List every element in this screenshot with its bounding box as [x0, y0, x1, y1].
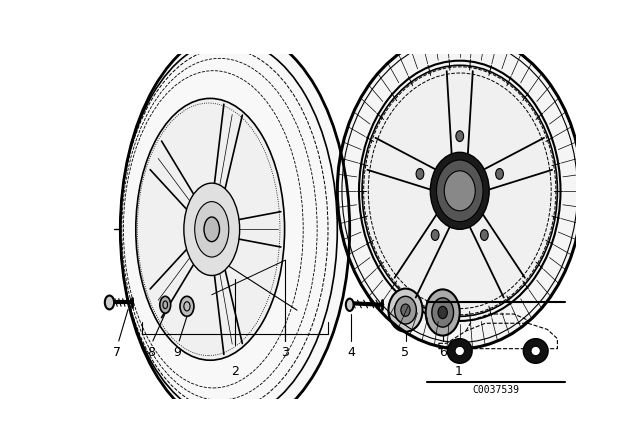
Ellipse shape	[456, 131, 463, 142]
Ellipse shape	[416, 168, 424, 179]
Text: 3: 3	[282, 345, 289, 358]
Ellipse shape	[160, 296, 171, 313]
Ellipse shape	[431, 230, 439, 241]
Text: 7: 7	[113, 345, 121, 358]
Ellipse shape	[346, 299, 353, 311]
Ellipse shape	[430, 152, 489, 229]
Ellipse shape	[436, 160, 483, 222]
Ellipse shape	[438, 306, 447, 319]
Ellipse shape	[395, 296, 417, 324]
Ellipse shape	[388, 289, 422, 332]
Ellipse shape	[495, 168, 504, 179]
Text: 5: 5	[401, 345, 410, 358]
Text: 9: 9	[173, 345, 182, 358]
Text: 6: 6	[439, 345, 447, 358]
Ellipse shape	[432, 298, 454, 327]
Circle shape	[531, 346, 540, 356]
Ellipse shape	[105, 296, 114, 310]
Ellipse shape	[426, 289, 460, 336]
Text: 4: 4	[348, 345, 355, 358]
Text: 2: 2	[231, 365, 239, 378]
Ellipse shape	[195, 202, 229, 257]
Ellipse shape	[444, 171, 476, 211]
Ellipse shape	[337, 33, 582, 349]
Ellipse shape	[184, 183, 239, 276]
Ellipse shape	[204, 217, 220, 241]
Ellipse shape	[120, 29, 349, 430]
Text: 1: 1	[454, 365, 462, 378]
Circle shape	[447, 339, 472, 363]
Circle shape	[455, 346, 465, 356]
Text: C0037539: C0037539	[473, 385, 520, 395]
Ellipse shape	[401, 304, 410, 316]
Ellipse shape	[362, 65, 557, 316]
Circle shape	[524, 339, 548, 363]
Ellipse shape	[481, 230, 488, 241]
Ellipse shape	[136, 99, 285, 360]
Text: 8: 8	[147, 345, 156, 358]
Ellipse shape	[180, 296, 194, 316]
